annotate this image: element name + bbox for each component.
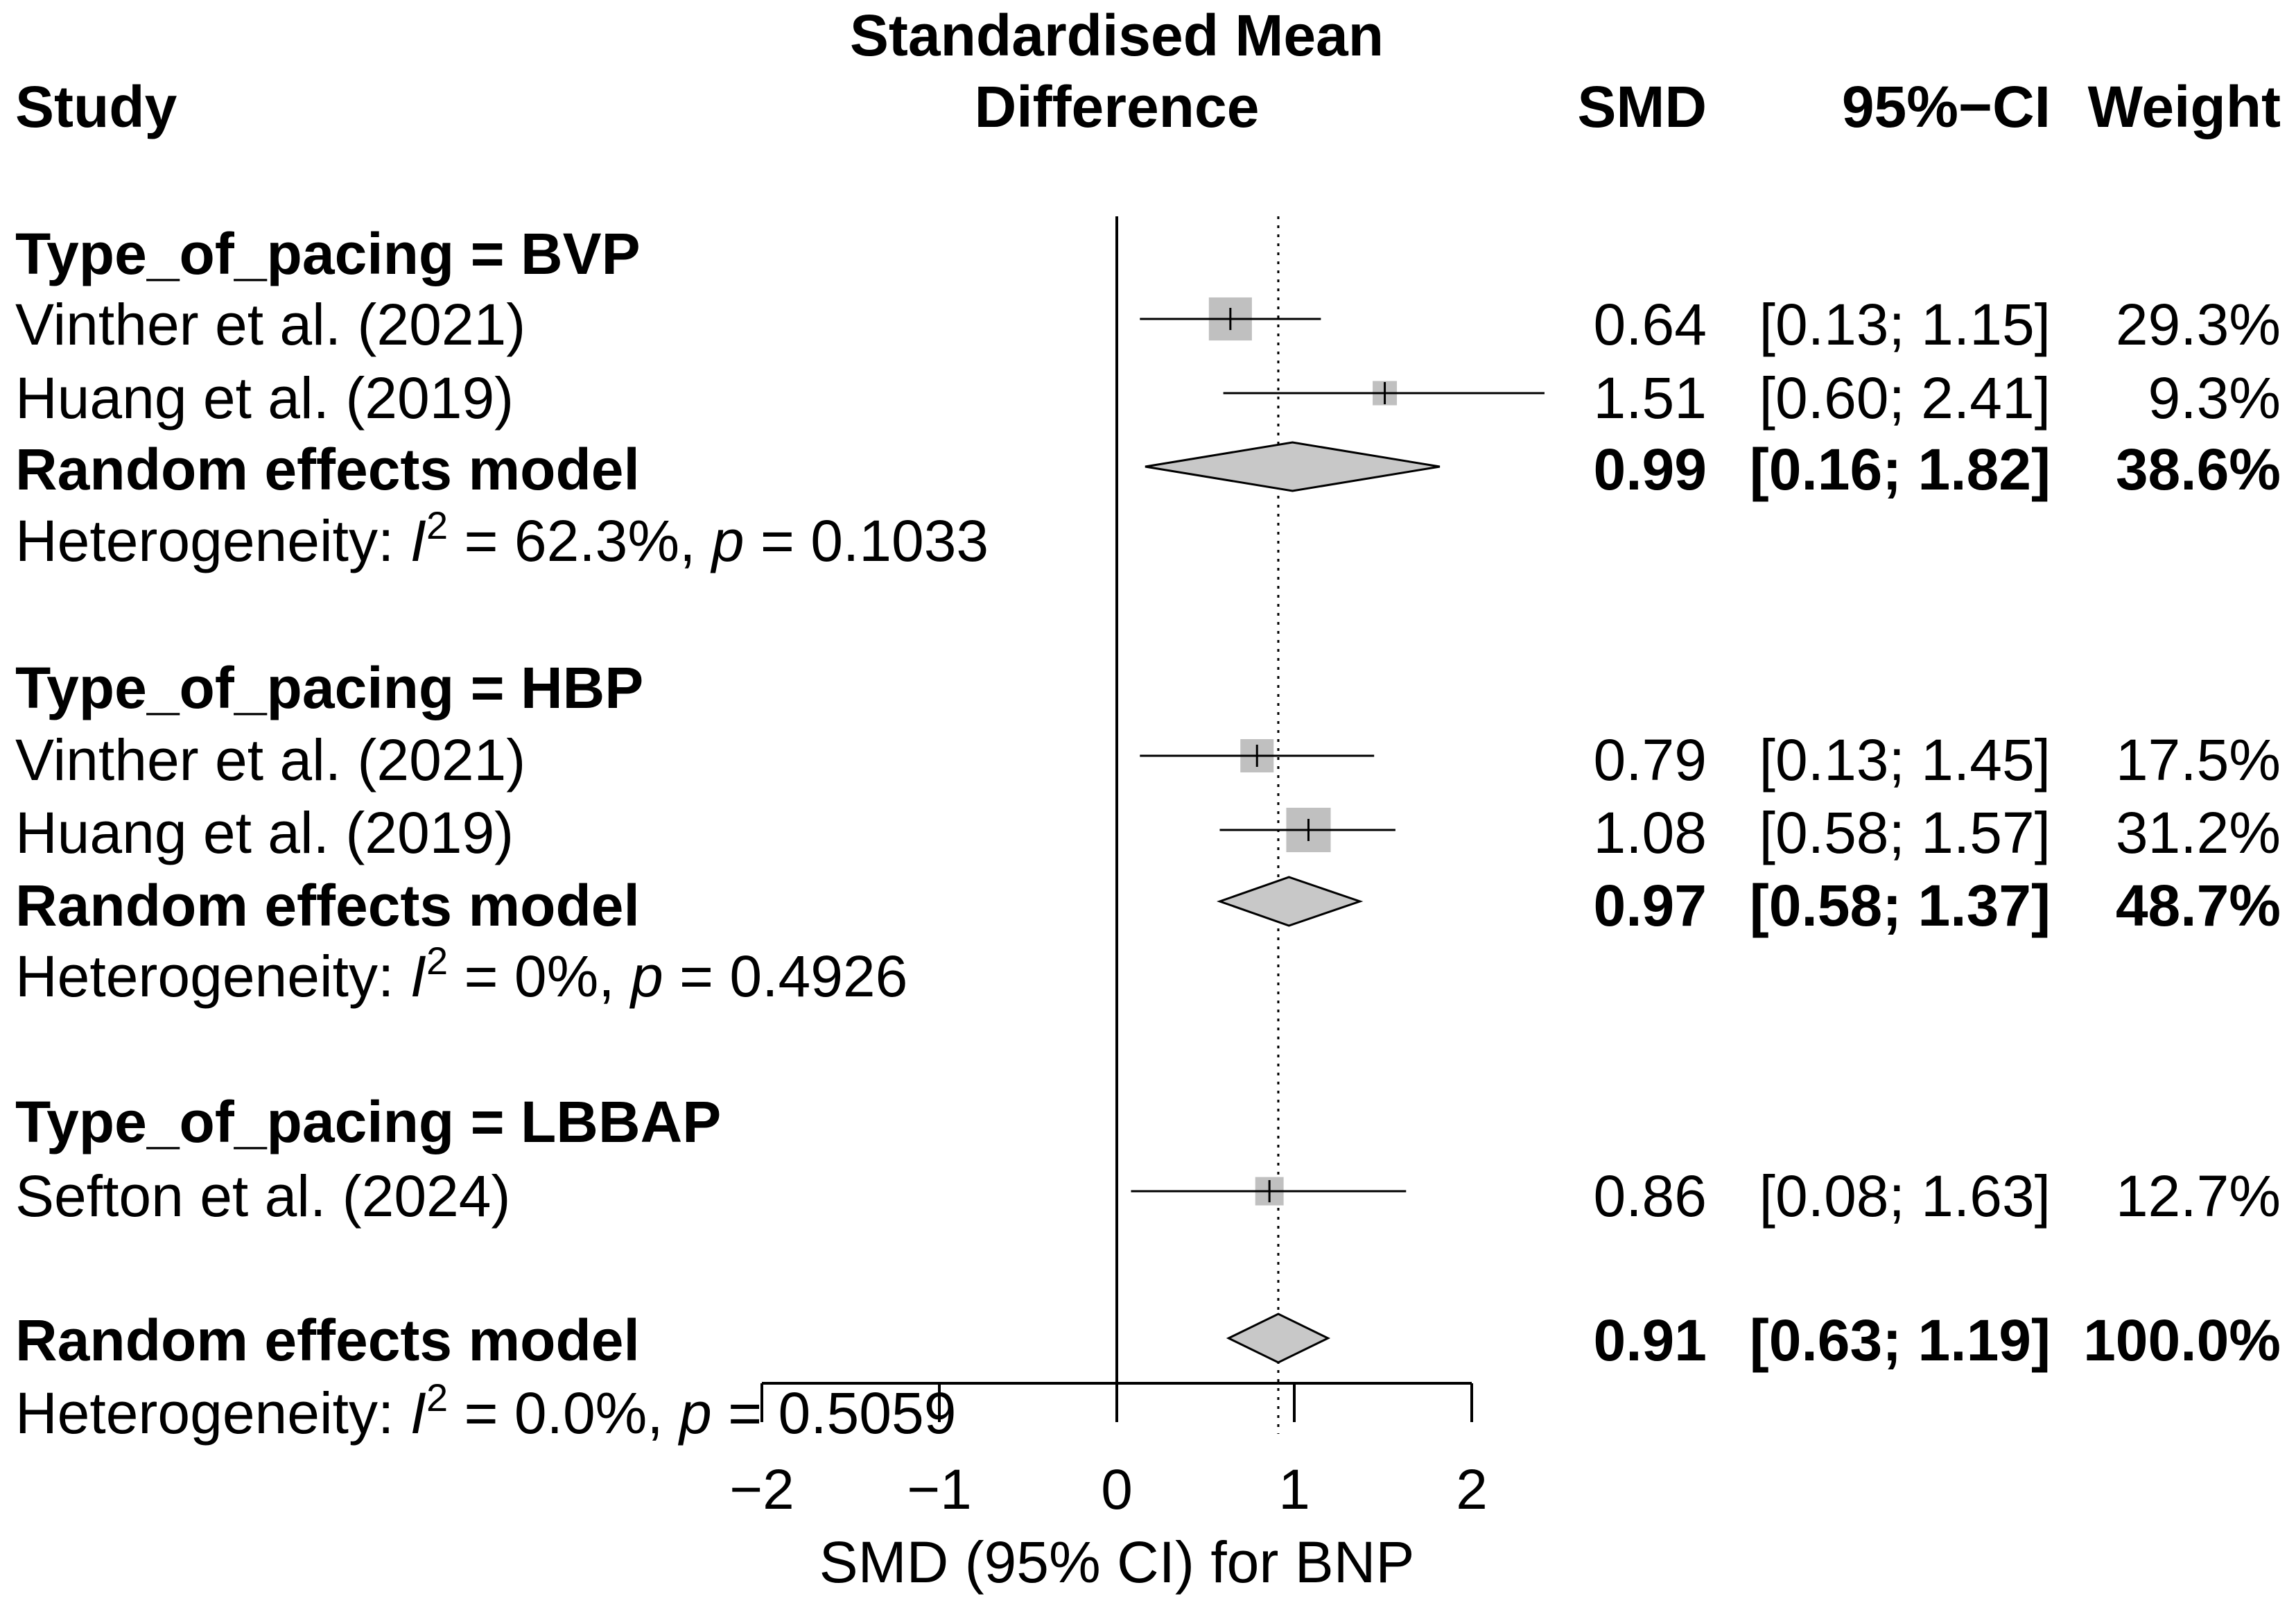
study-name: Huang et al. (2019) [15, 365, 514, 431]
plot-marks: −2 −1 0 1 2 [729, 216, 1545, 1521]
study-weight: 12.7% [2116, 1163, 2281, 1229]
header-smd: SMD [1577, 74, 1707, 139]
header-study: Study [15, 74, 177, 139]
pooled-ci: [0.16; 1.82] [1750, 437, 2051, 502]
study-weight: 17.5% [2116, 727, 2281, 793]
study-ci: [0.60; 2.41] [1759, 365, 2051, 431]
study-ci: [0.58; 1.57] [1759, 800, 2051, 865]
overall-label: Random effects model [15, 1308, 640, 1373]
study-weight: 31.2% [2116, 800, 2281, 865]
study-name: Vinther et al. (2021) [15, 292, 525, 357]
pooled-weight: 38.6% [2116, 437, 2281, 502]
study-name: Sefton et al. (2024) [15, 1163, 510, 1229]
study-smd: 1.08 [1594, 800, 1707, 865]
header-ci: 95%−CI [1842, 74, 2051, 139]
overall-smd: 0.91 [1594, 1308, 1707, 1373]
overall-heterogeneity-text: Heterogeneity: I2 = 0.0%, p = 0.5059 [15, 1376, 956, 1446]
x-axis-tick-label: 2 [1456, 1458, 1488, 1521]
subgroup-label-hbp: Type_of_pacing = HBP [15, 655, 643, 720]
study-smd: 0.64 [1594, 292, 1707, 357]
pooled-label: Random effects model [15, 437, 640, 502]
x-axis-tick-label: 1 [1278, 1458, 1310, 1521]
pooled-ci: [0.58; 1.37] [1750, 873, 2051, 938]
study-ci: [0.13; 1.15] [1759, 292, 2051, 357]
x-axis-label: SMD (95% CI) for BNP [819, 1530, 1415, 1595]
study-weight: 9.3% [2148, 365, 2281, 431]
header-weight: Weight [2088, 74, 2281, 139]
study-smd: 0.86 [1594, 1163, 1707, 1229]
study-ci: [0.08; 1.63] [1759, 1163, 2051, 1229]
subgroup-label-bvp: Type_of_pacing = BVP [15, 221, 641, 286]
subgroup-pooled-diamond [1145, 441, 1441, 492]
pooled-smd: 0.97 [1594, 873, 1707, 938]
study-ci: [0.13; 1.45] [1759, 727, 2051, 793]
study-smd: 0.79 [1594, 727, 1707, 793]
pooled-label: Random effects model [15, 873, 640, 938]
header-effect-line1: Standardised Mean [850, 3, 1384, 68]
study-name: Vinther et al. (2021) [15, 727, 525, 793]
overall-pooled-diamond [1226, 1313, 1331, 1364]
study-smd: 1.51 [1594, 365, 1707, 431]
subgroup-pooled-diamond [1216, 876, 1364, 927]
x-axis-tick-label: 0 [1101, 1458, 1133, 1521]
x-axis-tick-label: −1 [907, 1458, 972, 1521]
study-name: Huang et al. (2019) [15, 800, 514, 865]
pooled-smd: 0.99 [1594, 437, 1707, 502]
pooled-weight: 48.7% [2116, 873, 2281, 938]
header-effect-line2: Difference [975, 74, 1260, 139]
study-weight: 29.3% [2116, 292, 2281, 357]
overall-weight: 100.0% [2083, 1308, 2281, 1373]
subgroup-label-lbbap: Type_of_pacing = LBBAP [15, 1089, 721, 1154]
heterogeneity-text: Heterogeneity: I2 = 0%, p = 0.4926 [15, 939, 907, 1009]
x-axis-tick-label: −2 [729, 1458, 794, 1521]
overall-ci: [0.63; 1.19] [1750, 1308, 2051, 1373]
heterogeneity-text: Heterogeneity: I2 = 62.3%, p = 0.1033 [15, 503, 989, 573]
